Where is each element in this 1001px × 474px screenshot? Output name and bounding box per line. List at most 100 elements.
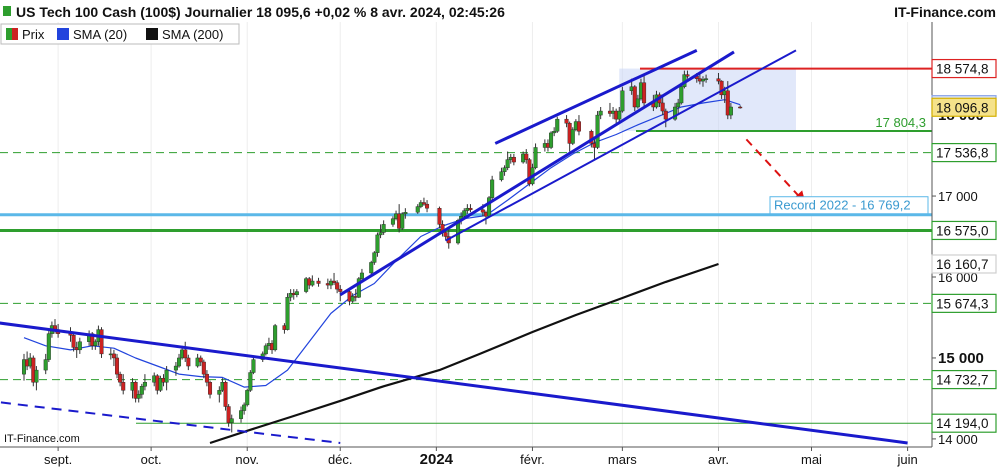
candle-body: [133, 382, 138, 399]
candle-body: [223, 382, 228, 407]
candle-body: [93, 341, 98, 347]
candle-body: [617, 110, 622, 120]
candle-body: [99, 329, 104, 355]
x-tick-label: mai: [801, 452, 822, 467]
candle-body: [118, 373, 123, 383]
candle-body: [620, 90, 625, 112]
chart-title-group: US Tech 100 Cash (100$) Journalier 18 09…: [3, 4, 505, 20]
candle-body: [34, 369, 39, 383]
candle-body: [242, 404, 247, 411]
legend-item-sma20[interactable]: SMA (20): [57, 27, 127, 42]
price-tag-label: 14 194,0: [936, 416, 989, 431]
record-tag-label: Record 2022 - 16 769,2: [774, 198, 911, 213]
candle-body: [173, 365, 178, 371]
candle-body: [217, 390, 222, 395]
candle-body: [111, 353, 116, 359]
candle-body: [310, 280, 315, 286]
channel-top-line: [494, 48, 698, 145]
price-tag-box: [931, 293, 997, 313]
candle-body: [198, 357, 203, 363]
candle-body: [372, 252, 377, 263]
candle-body: [350, 296, 355, 302]
price-tag-label: 14 732,7: [936, 373, 989, 388]
candle-body: [273, 325, 278, 351]
price-tag-box: [931, 142, 997, 163]
watermark: IT-Finance.com: [4, 433, 80, 445]
price-tag-box: [931, 97, 997, 117]
candle-body: [316, 280, 321, 284]
title-up-icon: [3, 6, 11, 16]
brand-logo: IT-Finance.com: [894, 4, 996, 20]
legend-label-prix: Prix: [22, 27, 45, 42]
candle-body: [400, 213, 405, 229]
x-tick-label: oct.: [141, 452, 162, 467]
candle-body: [524, 153, 529, 160]
legend-label-sma200: SMA (200): [162, 27, 223, 42]
candle-body: [700, 79, 705, 82]
candle-body: [480, 209, 485, 213]
candle-body: [338, 288, 343, 292]
candle-body: [204, 373, 209, 383]
price-tag-label: 18 574,8: [936, 62, 989, 77]
candle-body: [177, 357, 182, 367]
candle-body: [570, 129, 575, 144]
price-tag-label: 17 536,8: [936, 146, 989, 161]
price-tag-box: [931, 413, 997, 433]
candle-body: [679, 86, 684, 104]
price-tag-box: [931, 220, 997, 241]
price-tag-label: 16 160,7: [936, 257, 989, 272]
sma200-line: [209, 262, 719, 445]
candle-body: [285, 297, 290, 330]
x-tick-label: mars: [608, 452, 637, 467]
candle-body: [381, 224, 386, 233]
x-tick-label: déc.: [328, 452, 353, 467]
falling-trendline: [0, 321, 908, 445]
chart-title: US Tech 100 Cash (100$) Journalier 18 09…: [16, 4, 505, 20]
price-tag-label: 16 575,0: [936, 223, 989, 238]
candle-body: [576, 121, 581, 132]
candle-body: [226, 406, 231, 423]
projection-arrow: [745, 138, 806, 203]
candles: [22, 70, 743, 433]
y-tick-label: 14 000: [938, 432, 978, 447]
candle-body: [415, 206, 420, 213]
candle-body: [22, 359, 27, 375]
sma20-line: [23, 99, 741, 388]
candle-body: [490, 179, 495, 198]
candle-body: [375, 234, 380, 253]
candle-body: [332, 280, 337, 283]
legend-item-sma200[interactable]: SMA (200): [146, 27, 223, 42]
candle-body: [115, 357, 120, 375]
candle-body: [245, 390, 250, 406]
candle-body: [725, 90, 730, 116]
candle-body: [505, 159, 510, 168]
x-tick-label: juin: [896, 452, 917, 467]
candle-body: [390, 218, 395, 225]
falling-trendline-lower: [0, 401, 341, 444]
legend-label-sma20: SMA (20): [73, 27, 127, 42]
candle-body: [660, 102, 665, 112]
candle-body: [239, 410, 244, 419]
candle-body: [738, 106, 743, 109]
x-tick-label: sept.: [44, 452, 72, 467]
candle-body: [555, 118, 560, 132]
candle-body: [502, 167, 507, 172]
candle-body: [403, 212, 408, 215]
candle-body: [564, 118, 569, 124]
candle-body: [186, 357, 191, 367]
x-tick-label: avr.: [708, 452, 729, 467]
candle-body: [598, 110, 603, 116]
candle-body: [288, 292, 293, 298]
legend-swatch-sma20-icon: [57, 28, 69, 40]
candle-body: [158, 377, 163, 391]
price-tag-label: 15 674,3: [936, 296, 989, 311]
candle-body: [719, 80, 724, 96]
candle-body: [369, 262, 374, 274]
candle-body: [43, 359, 48, 371]
record-tag-box: [769, 196, 929, 215]
candle-body: [251, 359, 256, 373]
legend-item-prix[interactable]: Prix: [6, 27, 45, 42]
candle-body: [443, 232, 448, 237]
